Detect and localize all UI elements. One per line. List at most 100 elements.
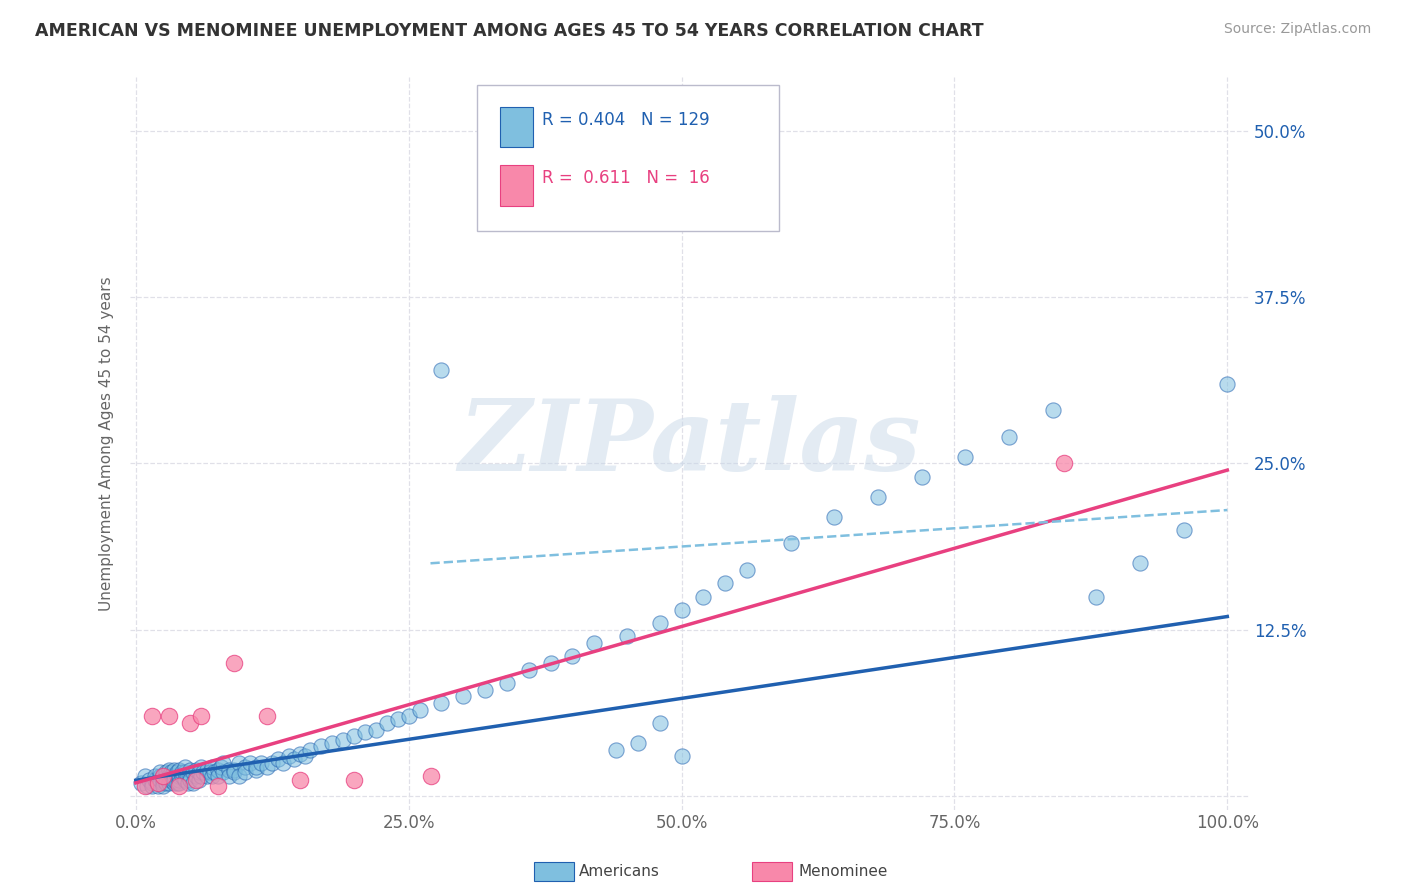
Point <box>998 430 1021 444</box>
Point <box>1085 590 1108 604</box>
Point <box>129 776 152 790</box>
Point <box>159 765 181 780</box>
Point <box>149 765 172 780</box>
Point <box>671 749 693 764</box>
Point <box>184 763 207 777</box>
Point <box>134 769 156 783</box>
Point <box>387 712 409 726</box>
Point <box>375 716 398 731</box>
Point <box>1129 556 1152 570</box>
Point <box>181 765 204 780</box>
Point <box>343 773 366 788</box>
Text: Menominee: Menominee <box>799 864 889 879</box>
Point <box>190 769 212 783</box>
Point <box>157 709 180 723</box>
Point <box>149 773 172 788</box>
Point <box>195 769 218 783</box>
Point <box>166 776 188 790</box>
Point <box>288 773 311 788</box>
Point <box>648 716 671 731</box>
Point <box>430 696 453 710</box>
Point <box>169 773 191 788</box>
Point <box>605 742 627 756</box>
Point <box>496 676 519 690</box>
Point <box>141 776 163 790</box>
Point <box>207 763 229 777</box>
Text: R = 0.404   N = 129: R = 0.404 N = 129 <box>543 111 710 129</box>
Point <box>239 756 262 770</box>
Point <box>212 765 235 780</box>
Point <box>155 769 177 783</box>
Point <box>181 776 204 790</box>
Point <box>294 749 316 764</box>
Point <box>779 536 801 550</box>
Point <box>735 563 758 577</box>
Point <box>1042 403 1064 417</box>
Point <box>222 765 245 780</box>
Point <box>184 769 207 783</box>
Point <box>145 769 167 783</box>
Point <box>271 756 294 770</box>
Point <box>207 779 229 793</box>
Point <box>419 769 441 783</box>
Point <box>190 760 212 774</box>
Point <box>1052 457 1074 471</box>
Point <box>648 616 671 631</box>
Point <box>157 773 180 788</box>
Point <box>288 747 311 761</box>
Point <box>152 773 174 788</box>
Point <box>354 725 377 739</box>
Text: Source: ZipAtlas.com: Source: ZipAtlas.com <box>1223 22 1371 37</box>
Point <box>141 779 163 793</box>
Point <box>146 776 169 790</box>
FancyBboxPatch shape <box>477 85 779 231</box>
Point <box>250 756 273 770</box>
Point <box>408 703 430 717</box>
Point <box>209 760 232 774</box>
Point <box>955 450 977 464</box>
Point <box>1216 376 1239 391</box>
Point <box>1173 523 1195 537</box>
Point <box>671 603 693 617</box>
Point <box>222 656 245 670</box>
Point <box>170 769 193 783</box>
Text: Americans: Americans <box>579 864 661 879</box>
Point <box>193 765 215 780</box>
Point <box>218 769 240 783</box>
Point <box>201 760 224 774</box>
Point <box>398 709 420 723</box>
Point <box>245 760 267 774</box>
Point <box>911 469 934 483</box>
Point <box>451 690 474 704</box>
Point <box>134 779 156 793</box>
Point <box>540 656 562 670</box>
Point <box>163 776 186 790</box>
Point <box>195 763 218 777</box>
Point <box>202 765 225 780</box>
Point <box>152 769 174 783</box>
Point <box>866 490 889 504</box>
Point <box>198 765 221 780</box>
Point <box>627 736 650 750</box>
Point <box>561 649 583 664</box>
Point <box>166 769 188 783</box>
Point <box>299 742 322 756</box>
Point <box>141 709 163 723</box>
Point <box>145 773 167 788</box>
Point <box>163 763 186 777</box>
Point <box>283 752 305 766</box>
Point <box>146 779 169 793</box>
Point <box>179 716 201 731</box>
Point <box>277 749 299 764</box>
Point <box>179 769 201 783</box>
Point <box>430 363 453 377</box>
Point <box>583 636 606 650</box>
Point <box>157 776 180 790</box>
Point <box>267 752 290 766</box>
Point <box>155 776 177 790</box>
Point <box>149 769 172 783</box>
Point <box>233 765 256 780</box>
Point <box>190 709 212 723</box>
Point <box>152 769 174 783</box>
Point <box>616 630 638 644</box>
